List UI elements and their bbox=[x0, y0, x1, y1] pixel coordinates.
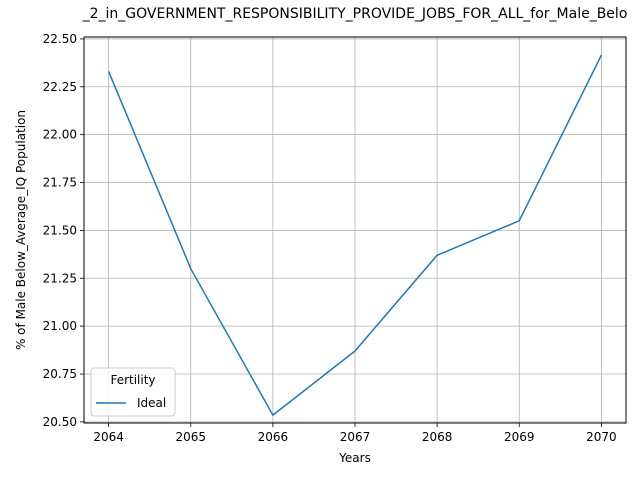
grid-lines bbox=[84, 37, 626, 423]
x-tick-label: 2066 bbox=[258, 430, 289, 444]
y-tick-label: 21.50 bbox=[43, 223, 77, 237]
y-tick-label: 20.50 bbox=[43, 415, 77, 429]
x-tick-label: 2067 bbox=[340, 430, 371, 444]
legend-box bbox=[90, 367, 176, 417]
y-axis-ticks: 20.50 20.75 21.00 21.25 21.50 21.75 22.00 22.25… bbox=[43, 32, 84, 429]
y-axis-label: % of Male Below_Average_IQ Population bbox=[14, 110, 28, 350]
legend: Fertility Ideal bbox=[90, 367, 176, 417]
x-tick-label: 2069 bbox=[504, 430, 535, 444]
y-tick-label: 21.75 bbox=[43, 176, 77, 190]
x-tick-label: 2065 bbox=[175, 430, 206, 444]
x-axis-ticks: 2064 2065 2066 2067 2068 2069 2070 bbox=[93, 423, 617, 444]
y-tick-label: 22.25 bbox=[43, 80, 77, 94]
x-tick-label: 2070 bbox=[586, 430, 617, 444]
series-line-ideal bbox=[107, 54, 603, 416]
x-tick-label: 2068 bbox=[422, 430, 453, 444]
x-axis-label: Years bbox=[338, 451, 371, 465]
x-tick-label: 2064 bbox=[93, 430, 124, 444]
legend-title: Fertility bbox=[110, 373, 155, 387]
y-tick-label: 21.25 bbox=[43, 271, 77, 285]
chart-title: _2_in_GOVERNMENT_RESPONSIBILITY_PROVIDE_… bbox=[82, 6, 628, 22]
legend-label-ideal: Ideal bbox=[137, 396, 166, 410]
series-lines bbox=[107, 54, 603, 416]
y-tick-label: 21.00 bbox=[43, 319, 77, 333]
y-tick-label: 22.50 bbox=[43, 32, 77, 46]
y-tick-label: 22.00 bbox=[43, 128, 77, 142]
y-tick-label: 20.75 bbox=[43, 367, 77, 381]
